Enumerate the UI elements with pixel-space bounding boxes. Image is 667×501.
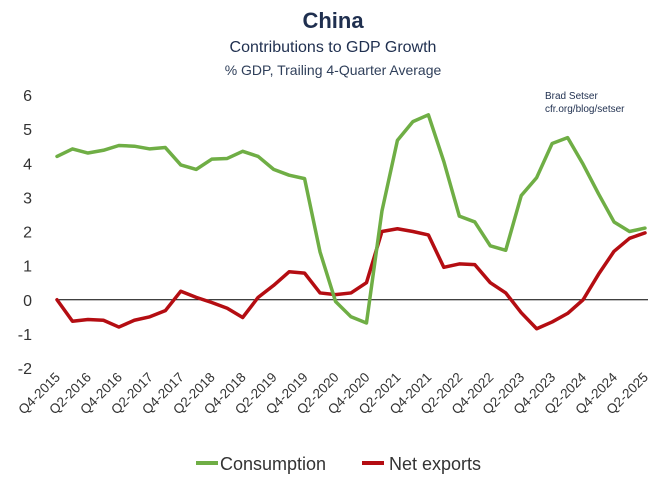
legend-label-net-exports: Net exports bbox=[389, 454, 481, 474]
y-tick-label: 4 bbox=[23, 156, 32, 173]
series-layer bbox=[55, 113, 647, 331]
y-tick-label: 1 bbox=[23, 259, 32, 276]
y-tick-label: 3 bbox=[23, 190, 32, 207]
chart-subtitle: Contributions to GDP Growth bbox=[230, 39, 437, 56]
series-line-net-exports bbox=[55, 227, 647, 331]
y-tick-label: 2 bbox=[23, 225, 32, 242]
series-line-consumption bbox=[55, 113, 647, 325]
x-axis-ticks: Q4-2015Q2-2016Q4-2016Q2-2017Q4-2017Q2-20… bbox=[15, 369, 651, 417]
y-tick-label: -2 bbox=[18, 361, 32, 378]
y-tick-label: 6 bbox=[23, 88, 32, 105]
chart-title: China bbox=[302, 8, 364, 33]
y-tick-label: 0 bbox=[23, 293, 32, 310]
y-tick-label: 5 bbox=[23, 122, 32, 139]
chart-subtitle-units: % GDP, Trailing 4-Quarter Average bbox=[225, 62, 442, 78]
y-tick-label: -1 bbox=[18, 327, 32, 344]
y-axis-ticks: -2 -1 0 1 2 3 4 5 6 bbox=[18, 88, 32, 378]
legend-label-consumption: Consumption bbox=[220, 454, 326, 474]
credit-author: Brad Setser bbox=[545, 91, 598, 102]
credit-source: cfr.org/blog/setser bbox=[545, 104, 625, 115]
legend: Consumption Net exports bbox=[196, 454, 481, 474]
